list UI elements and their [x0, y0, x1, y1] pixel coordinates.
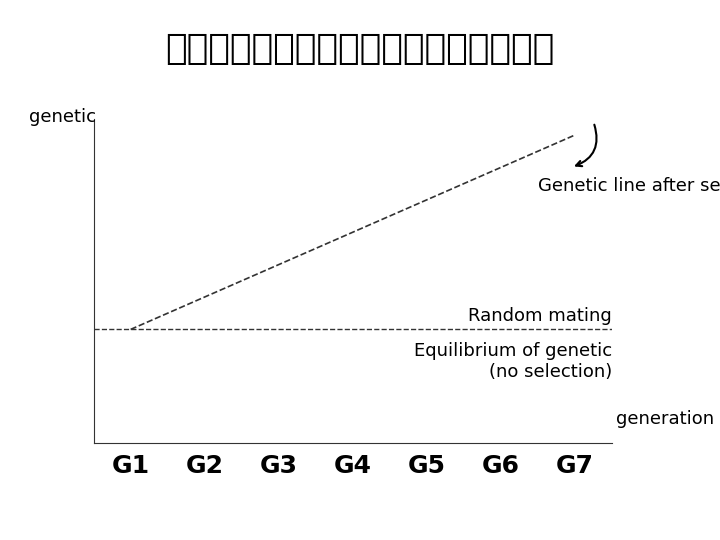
Text: generation: generation [616, 410, 714, 428]
Text: Equilibrium of genetic
(no selection): Equilibrium of genetic (no selection) [414, 342, 612, 381]
Text: Genetic line after selection: Genetic line after selection [538, 177, 720, 195]
Text: ผลตอบสนองการคดเลอก: ผลตอบสนองการคดเลอก [166, 32, 554, 65]
Text: Random mating: Random mating [468, 307, 612, 325]
Text: genetic: genetic [29, 108, 96, 126]
